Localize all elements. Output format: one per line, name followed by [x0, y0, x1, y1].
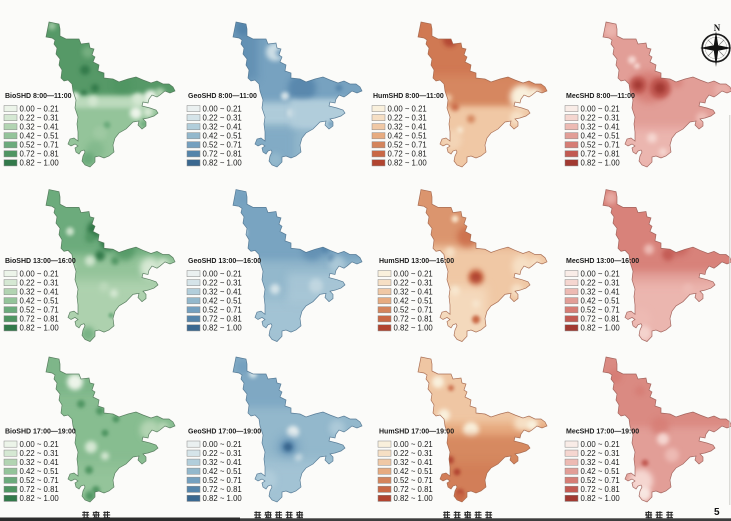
- svg-text:0.82 ~ 1.00: 0.82 ~ 1.00: [581, 494, 621, 503]
- svg-text:0.00 ~ 0.21: 0.00 ~ 0.21: [581, 269, 620, 278]
- svg-text:0.22 ~ 0.31: 0.22 ~ 0.31: [20, 278, 59, 287]
- svg-text:MecSHD 8:00—11:00: MecSHD 8:00—11:00: [566, 93, 635, 100]
- svg-text:GeoSHD 13:00—16:00: GeoSHD 13:00—16:00: [188, 258, 261, 265]
- svg-text:0.32 ~ 0.41: 0.32 ~ 0.41: [203, 122, 242, 131]
- svg-text:0.32 ~ 0.41: 0.32 ~ 0.41: [20, 122, 59, 131]
- svg-text:0.32 ~ 0.41: 0.32 ~ 0.41: [203, 458, 242, 467]
- svg-text:0.82 ~ 1.00: 0.82 ~ 1.00: [394, 494, 434, 503]
- svg-text:0.00 ~ 0.21: 0.00 ~ 0.21: [20, 269, 59, 278]
- svg-text:0.72 ~ 0.81: 0.72 ~ 0.81: [581, 150, 620, 159]
- svg-text:0.72 ~ 0.81: 0.72 ~ 0.81: [394, 315, 433, 324]
- svg-text:0.22 ~ 0.31: 0.22 ~ 0.31: [581, 278, 620, 287]
- svg-text:0.72 ~ 0.81: 0.72 ~ 0.81: [388, 150, 427, 159]
- svg-text:GeoSHD 17:00—19:00: GeoSHD 17:00—19:00: [188, 429, 261, 436]
- svg-text:0.52 ~ 0.71: 0.52 ~ 0.71: [394, 305, 433, 314]
- svg-text:0.32 ~ 0.41: 0.32 ~ 0.41: [394, 458, 433, 467]
- svg-text:0.22 ~ 0.31: 0.22 ~ 0.31: [581, 449, 620, 458]
- svg-text:0.32 ~ 0.41: 0.32 ~ 0.41: [20, 458, 59, 467]
- svg-text:0.52 ~ 0.71: 0.52 ~ 0.71: [20, 305, 59, 314]
- svg-text:0.00 ~ 0.21: 0.00 ~ 0.21: [203, 104, 242, 113]
- svg-text:0.52 ~ 0.71: 0.52 ~ 0.71: [581, 140, 620, 149]
- svg-text:GeoSHD 8:00—11:00: GeoSHD 8:00—11:00: [188, 93, 257, 100]
- svg-text:0.32 ~ 0.41: 0.32 ~ 0.41: [388, 122, 427, 131]
- svg-text:0.00 ~ 0.21: 0.00 ~ 0.21: [394, 440, 433, 449]
- svg-text:0.22 ~ 0.31: 0.22 ~ 0.31: [20, 449, 59, 458]
- svg-text:MecSHD 17:00—19:00: MecSHD 17:00—19:00: [566, 429, 639, 436]
- svg-text:0.42 ~ 0.51: 0.42 ~ 0.51: [203, 296, 242, 305]
- svg-text:0.82 ~ 1.00: 0.82 ~ 1.00: [203, 324, 243, 333]
- svg-text:0.22 ~ 0.31: 0.22 ~ 0.31: [394, 278, 433, 287]
- svg-text:0.22 ~ 0.31: 0.22 ~ 0.31: [203, 278, 242, 287]
- svg-text:0.52 ~ 0.71: 0.52 ~ 0.71: [581, 476, 620, 485]
- svg-text:0.22 ~ 0.31: 0.22 ~ 0.31: [388, 113, 427, 122]
- svg-text:0.82 ~ 1.00: 0.82 ~ 1.00: [581, 324, 621, 333]
- svg-text:0.42 ~ 0.51: 0.42 ~ 0.51: [581, 131, 620, 140]
- svg-text:0.72 ~ 0.81: 0.72 ~ 0.81: [20, 485, 59, 494]
- svg-text:HumSHD 17:00—19:00: HumSHD 17:00—19:00: [379, 429, 454, 436]
- svg-text:0.72 ~ 0.81: 0.72 ~ 0.81: [203, 485, 242, 494]
- svg-text:0.82 ~ 1.00: 0.82 ~ 1.00: [20, 324, 60, 333]
- svg-text:0.42 ~ 0.51: 0.42 ~ 0.51: [203, 467, 242, 476]
- svg-text:BioSHD 8:00—11:00: BioSHD 8:00—11:00: [5, 93, 72, 100]
- svg-text:0.22 ~ 0.31: 0.22 ~ 0.31: [203, 449, 242, 458]
- svg-text:HumSHD 8:00—11:00: HumSHD 8:00—11:00: [373, 93, 444, 100]
- svg-text:0.52 ~ 0.71: 0.52 ~ 0.71: [203, 305, 242, 314]
- svg-text:0.22 ~ 0.31: 0.22 ~ 0.31: [203, 113, 242, 122]
- svg-text:0.82 ~ 1.00: 0.82 ~ 1.00: [20, 494, 60, 503]
- svg-text:0.42 ~ 0.51: 0.42 ~ 0.51: [581, 296, 620, 305]
- svg-text:0.00 ~ 0.21: 0.00 ~ 0.21: [20, 440, 59, 449]
- svg-text:0.82 ~ 1.00: 0.82 ~ 1.00: [388, 159, 428, 168]
- svg-text:0.82 ~ 1.00: 0.82 ~ 1.00: [581, 159, 621, 168]
- svg-text:0.00 ~ 0.21: 0.00 ~ 0.21: [388, 104, 427, 113]
- svg-text:0.32 ~ 0.41: 0.32 ~ 0.41: [581, 458, 620, 467]
- svg-text:0.42 ~ 0.51: 0.42 ~ 0.51: [20, 296, 59, 305]
- svg-text:0.00 ~ 0.21: 0.00 ~ 0.21: [203, 440, 242, 449]
- svg-text:0.22 ~ 0.31: 0.22 ~ 0.31: [20, 113, 59, 122]
- svg-text:0.00 ~ 0.21: 0.00 ~ 0.21: [581, 440, 620, 449]
- svg-text:0.72 ~ 0.81: 0.72 ~ 0.81: [203, 150, 242, 159]
- svg-text:0.32 ~ 0.41: 0.32 ~ 0.41: [581, 122, 620, 131]
- svg-text:0.22 ~ 0.31: 0.22 ~ 0.31: [394, 449, 433, 458]
- svg-text:0.82 ~ 1.00: 0.82 ~ 1.00: [203, 159, 243, 168]
- svg-text:0.72 ~ 0.81: 0.72 ~ 0.81: [581, 315, 620, 324]
- svg-text:0.72 ~ 0.81: 0.72 ~ 0.81: [394, 485, 433, 494]
- svg-text:0.52 ~ 0.71: 0.52 ~ 0.71: [203, 140, 242, 149]
- svg-text:0.42 ~ 0.51: 0.42 ~ 0.51: [394, 467, 433, 476]
- svg-text:0.42 ~ 0.51: 0.42 ~ 0.51: [20, 131, 59, 140]
- svg-text:0.32 ~ 0.41: 0.32 ~ 0.41: [581, 287, 620, 296]
- svg-text:0.42 ~ 0.51: 0.42 ~ 0.51: [388, 131, 427, 140]
- svg-text:N: N: [714, 23, 721, 33]
- svg-text:0.82 ~ 1.00: 0.82 ~ 1.00: [394, 324, 434, 333]
- svg-text:0.52 ~ 0.71: 0.52 ~ 0.71: [20, 140, 59, 149]
- svg-text:0.72 ~ 0.81: 0.72 ~ 0.81: [20, 315, 59, 324]
- svg-text:0.42 ~ 0.51: 0.42 ~ 0.51: [394, 296, 433, 305]
- svg-text:BioSHD 17:00—19:00: BioSHD 17:00—19:00: [5, 429, 76, 436]
- svg-text:0.42 ~ 0.51: 0.42 ~ 0.51: [203, 131, 242, 140]
- svg-text:0.32 ~ 0.41: 0.32 ~ 0.41: [20, 287, 59, 296]
- svg-text:0.00 ~ 0.21: 0.00 ~ 0.21: [203, 269, 242, 278]
- svg-text:BioSHD 13:00—16:00: BioSHD 13:00—16:00: [5, 258, 76, 265]
- svg-text:0.00 ~ 0.21: 0.00 ~ 0.21: [581, 104, 620, 113]
- svg-text:0.72 ~ 0.81: 0.72 ~ 0.81: [581, 485, 620, 494]
- svg-text:0.52 ~ 0.71: 0.52 ~ 0.71: [394, 476, 433, 485]
- svg-text:0.32 ~ 0.41: 0.32 ~ 0.41: [394, 287, 433, 296]
- svg-text:0.42 ~ 0.51: 0.42 ~ 0.51: [581, 467, 620, 476]
- svg-text:0.52 ~ 0.71: 0.52 ~ 0.71: [581, 305, 620, 314]
- svg-text:0.82 ~ 1.00: 0.82 ~ 1.00: [20, 159, 60, 168]
- svg-text:0.32 ~ 0.41: 0.32 ~ 0.41: [203, 287, 242, 296]
- svg-text:HumSHD 13:00—16:00: HumSHD 13:00—16:00: [379, 258, 454, 265]
- svg-text:0.52 ~ 0.71: 0.52 ~ 0.71: [203, 476, 242, 485]
- svg-text:0.72 ~ 0.81: 0.72 ~ 0.81: [20, 150, 59, 159]
- svg-text:0.42 ~ 0.51: 0.42 ~ 0.51: [20, 467, 59, 476]
- svg-text:0.22 ~ 0.31: 0.22 ~ 0.31: [581, 113, 620, 122]
- svg-text:5: 5: [714, 507, 720, 518]
- svg-text:0.82 ~ 1.00: 0.82 ~ 1.00: [203, 494, 243, 503]
- svg-text:0.00 ~ 0.21: 0.00 ~ 0.21: [20, 104, 59, 113]
- svg-text:0.52 ~ 0.71: 0.52 ~ 0.71: [20, 476, 59, 485]
- svg-text:0.72 ~ 0.81: 0.72 ~ 0.81: [203, 315, 242, 324]
- svg-text:0.52 ~ 0.71: 0.52 ~ 0.71: [388, 140, 427, 149]
- svg-text:MecSHD 13:00—16:00: MecSHD 13:00—16:00: [566, 258, 639, 265]
- svg-text:0.00 ~ 0.21: 0.00 ~ 0.21: [394, 269, 433, 278]
